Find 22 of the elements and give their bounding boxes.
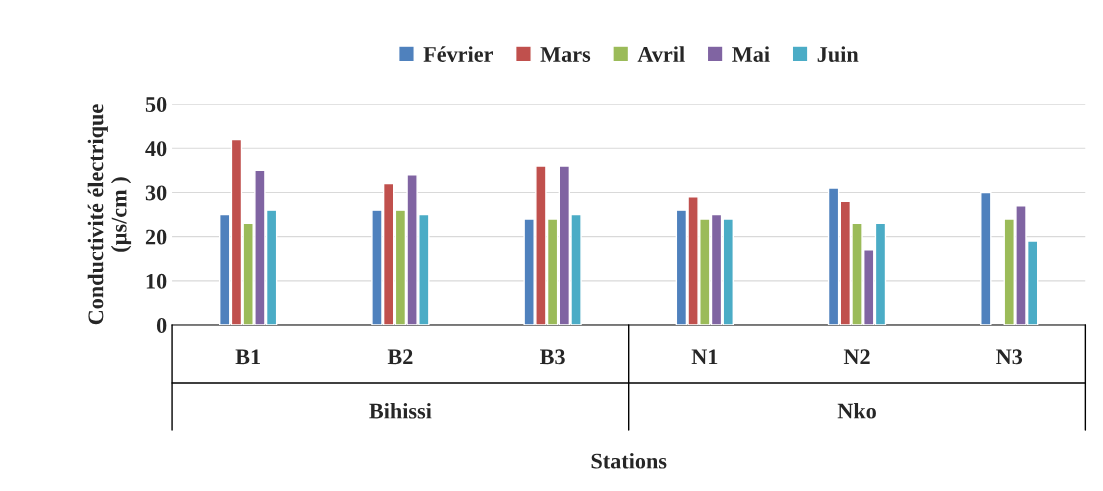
- legend-label: Mai: [732, 46, 770, 62]
- bar: [980, 191, 992, 326]
- x-tick-label: B1: [235, 349, 260, 365]
- x-tick-label: N2: [843, 349, 870, 365]
- y-tick-label: 0: [156, 317, 167, 333]
- x-tick-label: B2: [387, 349, 413, 365]
- y-tick-label: 50: [145, 97, 167, 113]
- legend-label: Juin: [817, 46, 859, 62]
- legend-label: Février: [423, 46, 493, 62]
- y-tick-label: 20: [145, 229, 167, 245]
- legend-label: Mars: [540, 47, 591, 62]
- y-tick-label: 10: [146, 273, 167, 289]
- text: Nko: [837, 402, 876, 419]
- x-tick-label: N1: [691, 349, 718, 365]
- y-tick-label: 30: [145, 185, 167, 201]
- text: Bihissi: [369, 402, 432, 419]
- legend-label: Avril: [637, 46, 685, 62]
- x-axis-title: Stations: [591, 452, 667, 469]
- y-axis-title: Conductivité électrique (µs/cm ): [87, 104, 132, 325]
- x-tick-label: B3: [540, 349, 565, 365]
- x-tick-label: N3: [996, 349, 1023, 365]
- y-tick-label: 40: [145, 141, 167, 157]
